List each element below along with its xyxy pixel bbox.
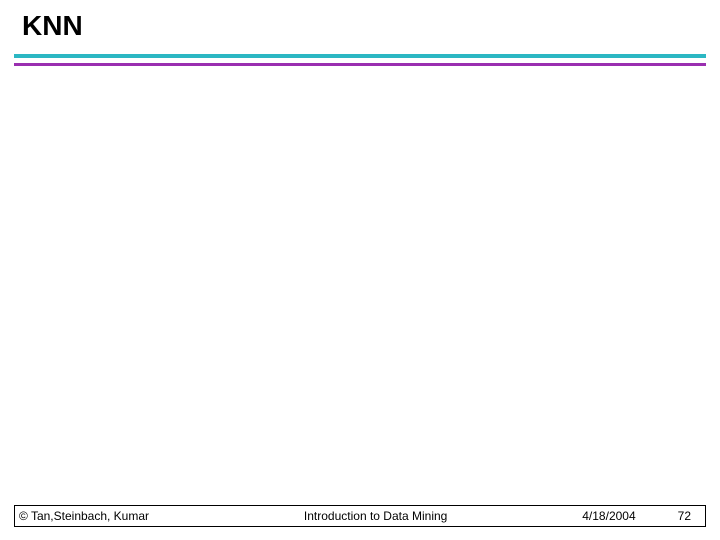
footer-bar: © Tan,Steinbach, Kumar Introduction to D… — [14, 505, 706, 527]
slide: KNN © Tan,Steinbach, Kumar Introduction … — [0, 0, 720, 540]
slide-title: KNN — [22, 10, 83, 42]
footer-date: 4/18/2004 — [582, 509, 677, 523]
title-rule-top — [14, 54, 706, 58]
footer-authors: © Tan,Steinbach, Kumar — [15, 509, 149, 523]
title-rule-bottom — [14, 63, 706, 66]
footer-course: Introduction to Data Mining — [149, 509, 582, 523]
footer-page-number: 72 — [678, 509, 705, 523]
